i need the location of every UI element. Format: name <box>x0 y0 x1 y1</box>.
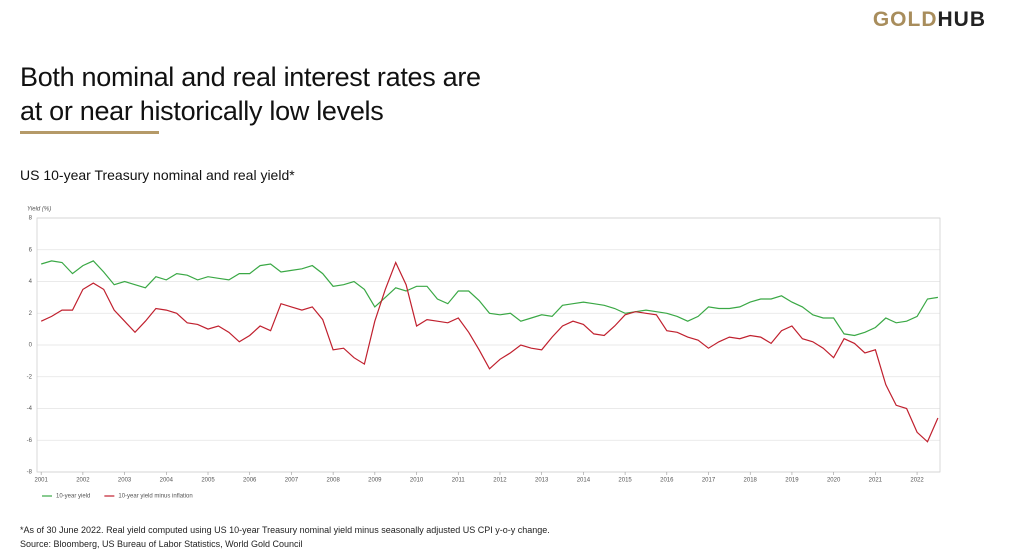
x-tick-label: 2008 <box>326 478 340 484</box>
footnote: *As of 30 June 2022. Real yield computed… <box>20 523 550 551</box>
x-tick-label: 2013 <box>535 478 549 484</box>
series-line <box>40 260 939 443</box>
x-tick-label: 2015 <box>618 478 632 484</box>
logo-gold: GOLD <box>872 8 938 31</box>
x-tick-label: 2002 <box>76 478 90 484</box>
headline-line: Both nominal and real interest rates are <box>20 62 481 92</box>
y-tick-label: 4 <box>29 279 33 285</box>
y-tick-label: -6 <box>27 438 33 444</box>
x-tick-label: 2012 <box>493 478 507 484</box>
title-rule <box>20 131 159 134</box>
series-line <box>41 260 938 337</box>
y-tick-label: -4 <box>27 406 33 412</box>
headline: Both nominal and real interest rates are… <box>20 60 481 128</box>
logo-hub: HUB <box>937 8 986 31</box>
x-tick-label: 2016 <box>660 478 674 484</box>
x-tick-label: 2010 <box>410 478 424 484</box>
x-tick-label: 2006 <box>243 478 257 484</box>
y-tick-label: -2 <box>27 374 33 380</box>
y-tick-label: 8 <box>29 216 33 222</box>
note: *As of 30 June 2022. Real yield computed… <box>20 525 550 535</box>
y-tick-label: 6 <box>29 247 33 253</box>
chart: Yield (%) -8 -6 -4 -2 0 2 4 6 8 2001 2002 2003 2004 20… <box>27 207 941 500</box>
x-tick-label: 2021 <box>869 478 883 484</box>
logo: GOLDHUB <box>873 8 986 32</box>
x-tick-label: 2009 <box>368 478 382 484</box>
source: Source: Bloomberg, US Bureau of Labor St… <box>20 539 303 549</box>
chart-title: US 10-year Treasury nominal and real yie… <box>20 167 295 183</box>
plot-frame <box>36 217 941 473</box>
x-tick-label: 2003 <box>118 478 132 484</box>
y-tick-label: -8 <box>27 470 33 476</box>
x-tick-label: 2020 <box>827 478 841 484</box>
y-tick-label: 0 <box>29 343 33 349</box>
headline-line: at or near historically low levels <box>20 96 384 126</box>
y-axis-label: Yield (%) <box>27 207 51 213</box>
x-tick-label: 2019 <box>785 478 799 484</box>
x-tick-label: 2004 <box>160 478 174 484</box>
x-tick-label: 2011 <box>452 478 466 484</box>
y-tick-label: 2 <box>29 311 33 317</box>
x-tick-label: 2022 <box>910 478 924 484</box>
x-tick-label: 2018 <box>744 478 758 484</box>
legend-label: 10-year yield <box>56 494 90 500</box>
x-tick-label: 2017 <box>702 478 716 484</box>
x-tick-label: 2014 <box>577 478 591 484</box>
x-tick-label: 2005 <box>201 478 215 484</box>
legend-label: 10-year yield minus inflation <box>118 494 192 500</box>
x-tick-label: 2001 <box>34 478 48 484</box>
x-tick-label: 2007 <box>285 478 299 484</box>
